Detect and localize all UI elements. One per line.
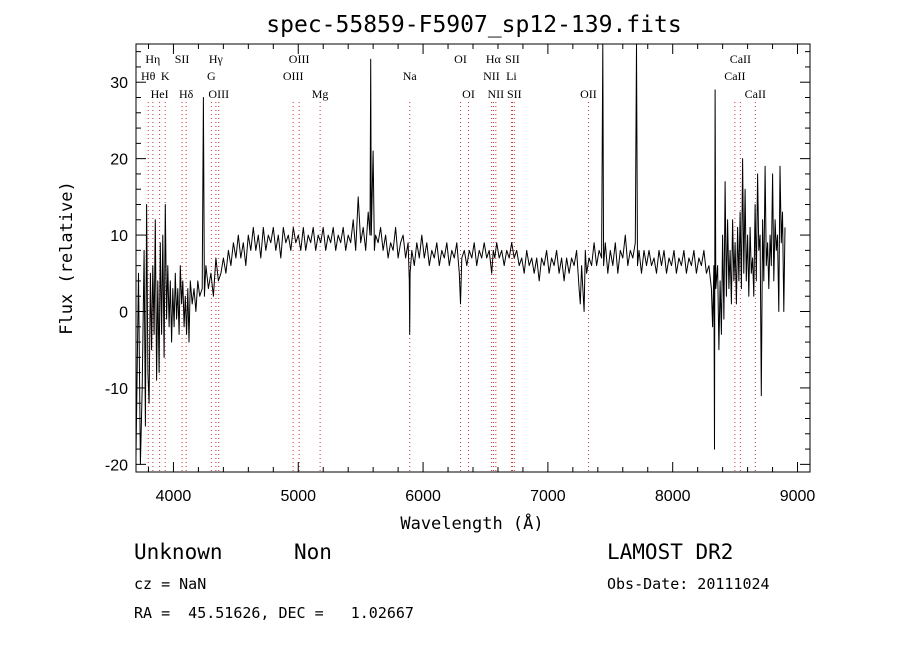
line-label-17: NII <box>483 69 500 83</box>
object-class: Unknown <box>134 540 223 564</box>
y-tick-label: 0 <box>119 305 128 322</box>
observation-date: Obs-Date: 20111024 <box>607 575 770 593</box>
line-label-9: OIII <box>289 52 310 66</box>
axis-tick-labels: 4000 5000 6000 7000 8000 9000 -20 -10 0 10 20 30 <box>105 75 816 505</box>
line-label-19: NII <box>488 87 505 101</box>
spectral-line-markers <box>147 102 756 472</box>
y-tick-label: 20 <box>110 152 128 169</box>
y-tick-label: 30 <box>110 75 128 92</box>
line-label-5: Hδ <box>179 87 194 101</box>
y-tick-label: -10 <box>105 381 128 398</box>
line-label-13: OI <box>454 52 467 66</box>
x-tick-label: 9000 <box>780 488 816 505</box>
y-axis-label: Flux (relative) <box>57 181 77 335</box>
redshift-value: cz = NaN <box>134 575 207 593</box>
line-label-0: Hη <box>145 52 160 66</box>
line-label-16: SII <box>505 52 520 66</box>
line-label-22: CaII <box>730 52 751 66</box>
x-tick-label: 8000 <box>655 488 691 505</box>
line-label-23: CaII <box>724 69 745 83</box>
x-tick-label: 6000 <box>405 488 441 505</box>
x-tick-label: 7000 <box>530 488 566 505</box>
plot-frame <box>135 43 811 473</box>
line-label-6: Hγ <box>209 52 224 66</box>
line-label-21: OII <box>580 87 597 101</box>
x-tick-label: 5000 <box>280 488 316 505</box>
spectrum-line-0 <box>135 43 786 465</box>
x-axis-label: Wavelength (Å) <box>400 512 543 534</box>
line-label-18: Li <box>506 69 517 83</box>
line-label-1: Hθ <box>141 69 156 83</box>
survey-name: LAMOST DR2 <box>607 540 734 564</box>
y-tick-label: -20 <box>105 457 128 474</box>
spectrum-series <box>135 43 786 465</box>
line-label-10: OIII <box>283 69 304 83</box>
line-label-24: CaII <box>745 87 766 101</box>
chart-title: spec-55859-F5907_sp12-139.fits <box>266 12 681 38</box>
axis-ticks <box>136 44 810 472</box>
line-label-14: OI <box>462 87 475 101</box>
line-label-15: Hα <box>486 52 502 66</box>
line-label-3: HeI <box>151 87 169 101</box>
x-tick-label: 4000 <box>156 488 192 505</box>
line-label-8: OIII <box>208 87 229 101</box>
object-subclass: Non <box>294 540 332 564</box>
line-label-2: K <box>161 69 170 83</box>
line-label-20: SII <box>507 87 522 101</box>
y-tick-label: 10 <box>110 228 128 245</box>
line-label-7: G <box>207 69 216 83</box>
line-label-11: Mg <box>312 87 329 101</box>
coordinates: RA = 45.51626, DEC = 1.02667 <box>134 604 414 622</box>
line-label-4: SII <box>175 52 190 66</box>
line-label-12: Na <box>403 69 418 83</box>
